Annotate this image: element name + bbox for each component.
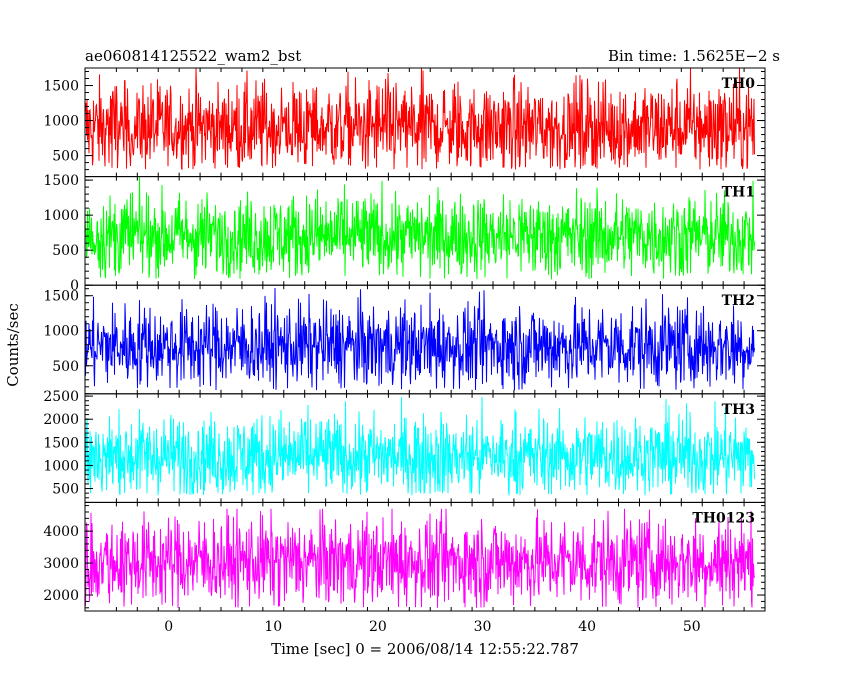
x-axis: 0 10 20 30 40 50 <box>164 619 700 635</box>
x-tick-label: 40 <box>578 619 596 635</box>
y-axis-label: Counts/sec <box>4 303 22 387</box>
y-tick-label: 3000 <box>43 556 79 572</box>
panel-th1: 0 500 1000 1500 TH1 <box>43 173 766 294</box>
panel-th0123: 2000 3000 4000 TH0123 <box>43 501 766 612</box>
y-tick-label: 0 <box>70 278 79 294</box>
panel-th2: 500 1000 1500 TH2 <box>43 284 766 395</box>
x-axis-label: Time [sec] 0 = 2006/08/14 12:55:22.787 <box>271 640 579 658</box>
y-tick-label: 1500 <box>43 435 79 451</box>
panel-label-th0123: TH0123 <box>692 510 755 526</box>
x-tick-label: 10 <box>264 619 282 635</box>
x-tick-label: 50 <box>683 619 701 635</box>
series-line-th0 <box>85 68 755 171</box>
x-tick-label: 30 <box>474 619 492 635</box>
y-tick-label: 1000 <box>43 458 79 474</box>
panel-th0: 500 1000 1500 TH0 <box>43 67 766 178</box>
x-tick-label: 0 <box>164 619 173 635</box>
series-line-th3 <box>85 396 755 496</box>
y-tick-label: 500 <box>52 243 79 259</box>
y-tick-label: 500 <box>52 149 79 165</box>
panels-group: 500 1000 1500 TH0 0 500 1000 1500 TH1 500 1000 1500… <box>43 67 766 612</box>
y-tick-label: 1000 <box>43 114 79 130</box>
y-tick-label: 1500 <box>43 79 79 95</box>
y-tick-label: 2000 <box>43 412 79 428</box>
chart-title: ae060814125522_wam2_bst <box>85 47 301 65</box>
series-line-th0123 <box>85 508 755 608</box>
y-tick-label: 1500 <box>43 173 79 189</box>
y-tick-label: 4000 <box>43 524 79 540</box>
x-tick-label: 20 <box>369 619 387 635</box>
y-tick-label: 2000 <box>43 588 79 604</box>
y-tick-label: 2500 <box>43 389 79 405</box>
y-tick-label: 500 <box>52 359 79 375</box>
series-line-th1 <box>85 176 755 280</box>
panel-label-th2: TH2 <box>722 293 755 309</box>
y-tick-label: 500 <box>52 482 79 498</box>
panel-label-th1: TH1 <box>722 185 755 201</box>
panel-th3: 500 1000 1500 2000 2500 TH3 <box>43 389 766 503</box>
bin-time-label: Bin time: 1.5625E−2 s <box>608 47 780 65</box>
y-tick-label: 1500 <box>43 289 79 305</box>
panel-label-th3: TH3 <box>722 402 755 418</box>
y-tick-label: 1000 <box>43 324 79 340</box>
panel-label-th0: TH0 <box>722 76 756 92</box>
y-tick-label: 1000 <box>43 208 79 224</box>
series-line-th2 <box>85 287 755 391</box>
